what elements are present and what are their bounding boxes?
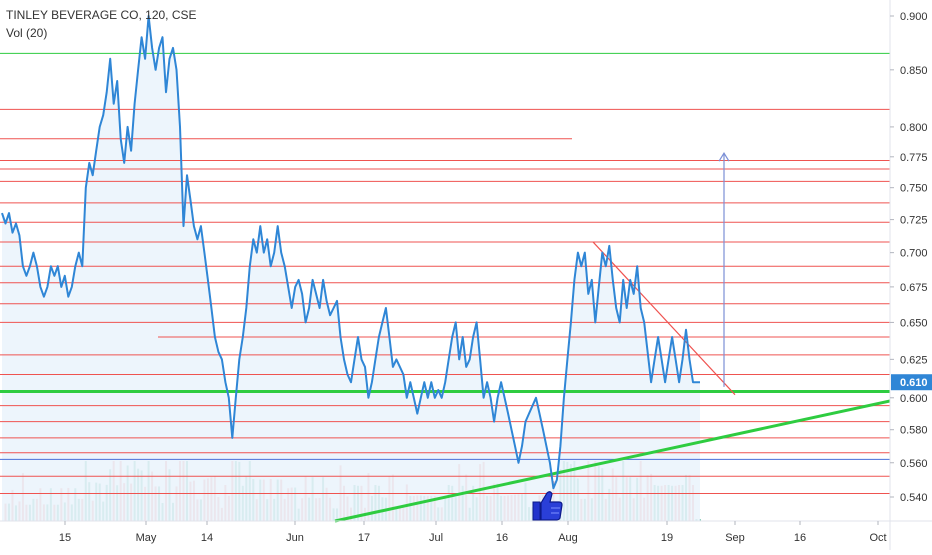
y-tick-label: 0.650 — [900, 317, 928, 329]
x-tick-label: 15 — [59, 532, 71, 544]
x-tick-label: Sep — [725, 532, 745, 544]
y-tick-label: 0.900 — [900, 11, 928, 23]
y-tick-label: 0.700 — [900, 248, 928, 260]
y-tick-label: 0.725 — [900, 215, 928, 227]
x-tick-label: Aug — [558, 532, 578, 544]
y-tick-label: 0.775 — [900, 152, 928, 164]
x-tick-label: 16 — [794, 532, 806, 544]
x-tick-label: Jun — [286, 532, 304, 544]
symbol-title: TINLEY BEVERAGE CO, 120, CSE — [6, 8, 197, 22]
y-tick-label: 0.800 — [900, 122, 928, 134]
x-tick-label: May — [136, 532, 157, 544]
x-tick-label: 19 — [661, 532, 673, 544]
y-tick-label: 0.560 — [900, 458, 928, 470]
x-tick-label: 17 — [358, 532, 370, 544]
price-series — [1, 15, 700, 490]
y-tick-label: 0.540 — [900, 492, 928, 504]
target-arrow-head — [718, 152, 730, 162]
last-price-label: 0.610 — [900, 377, 928, 389]
x-tick-label: Oct — [869, 532, 886, 544]
last-price-badge — [891, 374, 932, 391]
y-tick-label: 0.750 — [900, 183, 928, 195]
horizontal-levels — [0, 52, 890, 495]
chart-legend: TINLEY BEVERAGE CO, 120, CSE Vol (20) — [6, 6, 197, 42]
y-tick-label: 0.625 — [900, 354, 928, 366]
y-tick-label: 0.850 — [900, 65, 928, 77]
price-area-fill — [2, 16, 700, 521]
x-tick-label: 16 — [496, 532, 508, 544]
x-tick-label: Jul — [429, 532, 443, 544]
resistance-trendline — [592, 241, 736, 396]
volume-indicator-label: Vol (20) — [6, 26, 48, 40]
y-tick-label: 0.580 — [900, 425, 928, 437]
price-area — [2, 16, 700, 521]
price-line — [1, 15, 700, 490]
y-tick-label: 0.675 — [900, 282, 928, 294]
trendlines — [334, 241, 891, 523]
x-tick-label: 14 — [201, 532, 213, 544]
annotations — [532, 152, 730, 521]
support-trendline — [334, 399, 891, 523]
thumbs-up-icon — [532, 491, 563, 521]
y-tick-label: 0.600 — [900, 393, 928, 405]
